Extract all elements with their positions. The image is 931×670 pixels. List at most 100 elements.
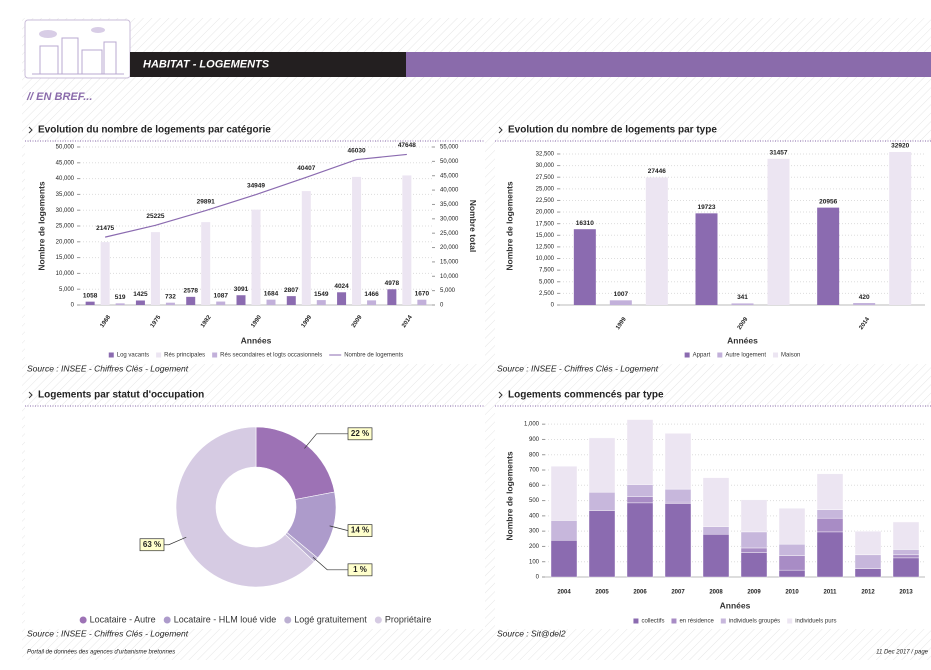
- y-tick-label: 27,500: [536, 175, 555, 181]
- x-tick-label: 2004: [557, 590, 571, 596]
- bar-segment: [741, 532, 767, 548]
- bar-segment: [741, 500, 767, 532]
- bar-segment: [893, 522, 919, 550]
- bar: [116, 303, 125, 305]
- value-label: 27446: [648, 168, 666, 175]
- legend: collectifsen résidenceindividuels groupé…: [633, 619, 836, 625]
- value-label: 19723: [697, 204, 715, 211]
- value-label: 16310: [576, 220, 594, 227]
- value-label: 1549: [314, 291, 329, 298]
- bar-segment: [855, 531, 881, 555]
- bar: [151, 232, 160, 305]
- bar: [402, 175, 411, 305]
- value-label: 31457: [769, 150, 787, 157]
- legend-label: Log vacants: [117, 353, 149, 359]
- y-tick-label: 1,000: [524, 422, 540, 428]
- legend-label: Locataire - HLM loué vide: [174, 614, 277, 624]
- bar: [302, 191, 311, 305]
- bar: [817, 208, 839, 305]
- y-tick-label: 15,000: [56, 255, 75, 261]
- bar: [86, 302, 95, 305]
- y2-tick-label: 10,000: [440, 274, 459, 280]
- y-axis-title: Nombre de logements: [504, 181, 514, 271]
- legend-label: Rés principales: [164, 353, 205, 359]
- value-label: 1466: [364, 291, 379, 298]
- legend-label: Autre logement: [725, 353, 766, 359]
- bar-segment: [741, 548, 767, 553]
- y-tick-label: 17,500: [536, 221, 555, 227]
- legend-label: Logé gratuitement: [294, 614, 367, 624]
- panel-title: Evolution du nombre de logements par typ…: [508, 125, 717, 136]
- legend-label: Nombre de logements: [344, 353, 403, 359]
- y2-tick-label: 55,000: [440, 145, 459, 151]
- value-label: 21475: [96, 225, 114, 232]
- legend-swatch: [633, 619, 638, 624]
- bar-segment: [893, 549, 919, 554]
- bar-segment: [589, 511, 615, 577]
- bar-segment: [627, 485, 653, 497]
- y2-tick-label: 45,000: [440, 173, 459, 179]
- y2-axis-title: Nombre total: [468, 200, 478, 252]
- logo: [25, 20, 130, 78]
- y-tick-label: 800: [529, 452, 540, 458]
- y-tick-label: 100: [529, 559, 540, 565]
- legend-swatch: [787, 619, 792, 624]
- value-label: 46030: [348, 147, 366, 154]
- legend-label: individuels groupés: [729, 619, 780, 625]
- y-tick-label: 900: [529, 437, 540, 443]
- legend-label: Locataire - Autre: [90, 614, 156, 624]
- bar-segment: [779, 570, 805, 577]
- bar-segment: [817, 532, 843, 577]
- y-tick-label: 50,000: [56, 145, 75, 151]
- section-title: // EN BREF...: [26, 91, 92, 103]
- bar: [267, 300, 276, 305]
- value-label: 4978: [385, 280, 400, 287]
- value-label: 34949: [247, 182, 265, 189]
- value-label: 22 %: [351, 429, 369, 438]
- y-tick-label: 32,500: [536, 152, 555, 158]
- x-tick-label: 2006: [633, 590, 647, 596]
- y-tick-label: 20,000: [56, 239, 75, 245]
- y2-tick-label: 20,000: [440, 245, 459, 251]
- bar: [417, 300, 426, 305]
- bar: [646, 177, 668, 305]
- bar: [337, 292, 346, 305]
- y-tick-label: 5,000: [59, 287, 75, 293]
- source: Source : INSEE - Chiffres Clés - Logemen…: [497, 363, 659, 373]
- y-tick-label: 25,000: [56, 224, 75, 230]
- value-label: 2807: [284, 287, 299, 294]
- x-tick-label: 2008: [709, 590, 723, 596]
- bar: [287, 296, 296, 305]
- value-label: 25225: [146, 213, 164, 220]
- bar-segment: [627, 503, 653, 577]
- value-label: 1058: [83, 292, 98, 299]
- value-label: 3091: [234, 286, 249, 293]
- bar: [186, 297, 195, 305]
- value-label: 1 %: [353, 565, 367, 574]
- value-label: 20956: [819, 198, 837, 205]
- bar-segment: [779, 508, 805, 544]
- source: Source : Sit@del2: [497, 628, 566, 638]
- legend-swatch: [164, 617, 171, 624]
- bar-segment: [627, 497, 653, 503]
- bar: [696, 213, 718, 305]
- legend: AppartAutre logementMaison: [685, 353, 801, 359]
- y2-tick-label: 15,000: [440, 259, 459, 265]
- y-tick-label: 700: [529, 468, 540, 474]
- bar-segment: [779, 544, 805, 555]
- bar-segment: [893, 555, 919, 558]
- y-tick-label: 5,000: [539, 279, 555, 285]
- legend-label: Maison: [781, 353, 800, 359]
- bar-segment: [817, 474, 843, 510]
- bar-segment: [589, 438, 615, 492]
- bar-segment: [855, 569, 881, 577]
- bar: [101, 242, 110, 305]
- bar: [252, 210, 261, 305]
- bar-segment: [741, 553, 767, 577]
- y-tick-label: 20,000: [536, 210, 555, 216]
- bar: [732, 303, 754, 305]
- legend-swatch: [375, 617, 382, 624]
- legend-swatch: [773, 353, 778, 358]
- panel-title: Logements commencés par type: [508, 390, 664, 401]
- footer-left: Portail de données des agences d'urbanis…: [27, 650, 175, 656]
